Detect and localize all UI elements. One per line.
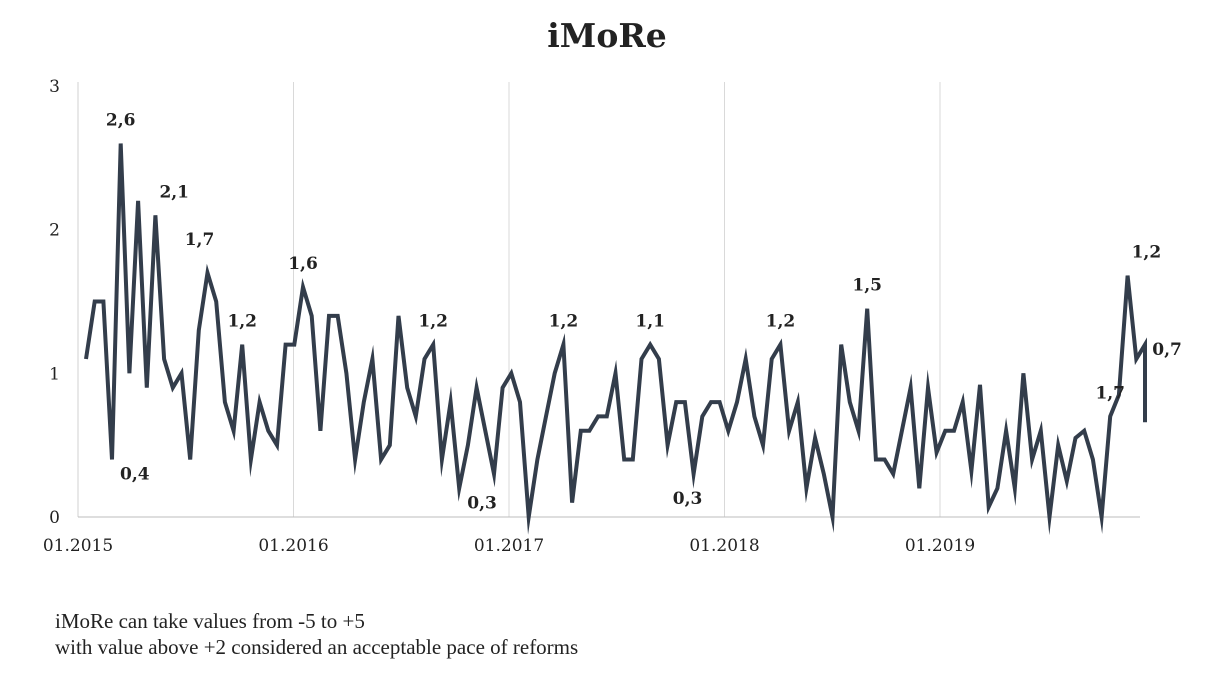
data-labels: 2,6 0,4 2,1 1,7 1,2 1,6 1,2 0,3 1,2 1,1 0,3 1,2 1,5 1… [106, 110, 1182, 513]
data-label-5: 1,6 [288, 254, 318, 274]
series-line-0 [84, 143, 1147, 536]
x-tick-01.2017: 01.2017 [474, 536, 544, 556]
x-tick-01.2016: 01.2016 [258, 536, 328, 556]
data-label-4: 1,2 [227, 312, 257, 332]
data-label-13: 1,7 [1095, 383, 1125, 403]
data-label-14: 1,2 [1132, 243, 1162, 263]
data-label-10: 0,3 [673, 489, 703, 509]
data-label-15: 0,7 [1152, 340, 1182, 360]
data-label-6: 1,2 [418, 312, 448, 332]
y-tick-3: 3 [49, 77, 60, 97]
y-tick-0: 0 [49, 508, 60, 528]
series-lines [84, 143, 1147, 536]
note-range: iMoRe can take values from -5 to +5 [55, 609, 365, 633]
x-tick-01.2015: 01.2015 [43, 536, 113, 556]
data-label-0: 2,6 [106, 110, 136, 130]
x-tick-01.2019: 01.2019 [905, 536, 975, 556]
y-tick-2: 2 [49, 221, 60, 241]
data-label-9: 1,1 [635, 312, 665, 332]
data-label-2: 2,1 [159, 182, 189, 202]
data-label-7: 0,3 [467, 493, 497, 513]
x-tick-labels: 01.2015 01.2016 01.2017 01.2018 01.2019 [43, 536, 975, 556]
data-label-1: 0,4 [120, 465, 150, 485]
data-label-12: 1,5 [852, 276, 882, 296]
gridlines [77, 82, 941, 517]
data-label-3: 1,7 [185, 230, 215, 250]
chart-title: iMoRe [547, 16, 667, 55]
data-label-8: 1,2 [549, 312, 579, 332]
y-tick-labels: 0 1 2 3 [49, 77, 60, 528]
y-tick-1: 1 [49, 364, 60, 384]
chart-plot: 0 1 2 3 01.2015 01.2016 01.2017 01.2018 01.2019… [43, 77, 1182, 556]
note-threshold: with value above +2 considered an accept… [55, 635, 579, 659]
data-label-11: 1,2 [766, 312, 796, 332]
x-tick-01.2018: 01.2018 [689, 536, 759, 556]
